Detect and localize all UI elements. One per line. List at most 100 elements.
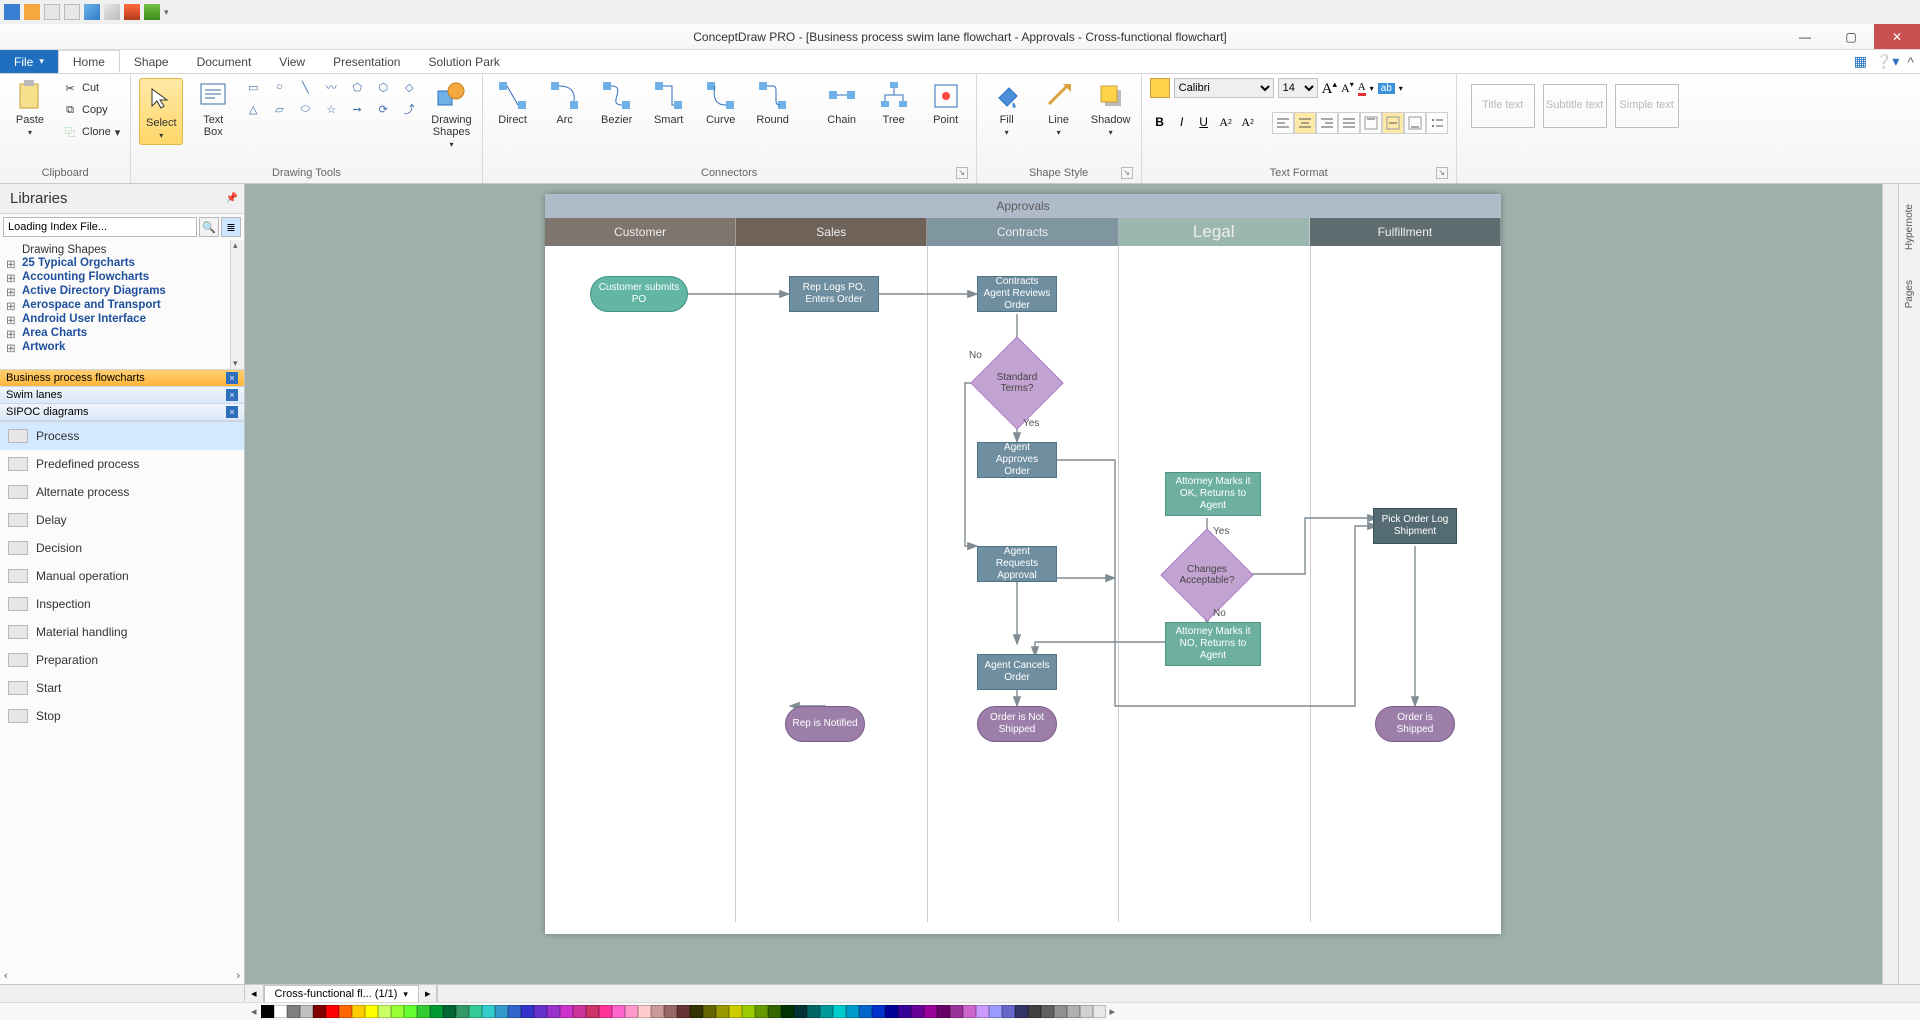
valign-mid-icon[interactable] bbox=[1382, 112, 1404, 134]
subtitle-text-placeholder[interactable]: Subtitle text bbox=[1543, 84, 1607, 128]
shape-list-item[interactable]: Decision bbox=[0, 534, 244, 562]
select-button[interactable]: Select▾ bbox=[139, 78, 183, 145]
library-tree[interactable]: Drawing Shapes 25 Typical OrgchartsAccou… bbox=[0, 240, 244, 370]
clone-button[interactable]: ⿻Clone ▾ bbox=[60, 122, 122, 142]
color-swatch[interactable] bbox=[1093, 1005, 1106, 1018]
tab-next-icon[interactable]: ▸ bbox=[425, 987, 431, 1000]
node-customer-submits[interactable]: Customer submits PO bbox=[590, 276, 688, 312]
shape-list-item[interactable]: Predefined process bbox=[0, 450, 244, 478]
chain-button[interactable]: Chain bbox=[820, 78, 864, 128]
qat-icon[interactable] bbox=[84, 4, 100, 20]
stencil-tab[interactable]: Swim lanes× bbox=[0, 387, 244, 404]
color-swatch[interactable] bbox=[482, 1005, 495, 1018]
color-swatch[interactable] bbox=[781, 1005, 794, 1018]
color-swatch[interactable] bbox=[274, 1005, 287, 1018]
search-button[interactable]: 🔍 bbox=[199, 217, 219, 237]
hscrollbar[interactable] bbox=[437, 985, 1920, 1002]
shape-list-item[interactable]: Stop bbox=[0, 702, 244, 730]
color-swatch[interactable] bbox=[638, 1005, 651, 1018]
tab-presentation[interactable]: Presentation bbox=[319, 50, 414, 73]
italic-icon[interactable]: I bbox=[1172, 112, 1192, 132]
color-swatch[interactable] bbox=[404, 1005, 417, 1018]
node-attorney-no[interactable]: Attorney Marks it NO, Returns to Agent bbox=[1165, 622, 1261, 666]
color-swatch[interactable] bbox=[534, 1005, 547, 1018]
node-changes-acceptable[interactable]: Changes Acceptable? bbox=[1174, 542, 1240, 608]
tab-prev-icon[interactable]: ◂ bbox=[251, 987, 257, 1000]
color-swatch[interactable] bbox=[1067, 1005, 1080, 1018]
shape-list-item[interactable]: Alternate process bbox=[0, 478, 244, 506]
dialog-launcher-icon[interactable]: ↘ bbox=[1121, 167, 1133, 179]
close-icon[interactable]: × bbox=[226, 406, 238, 418]
font-family-select[interactable]: Calibri bbox=[1174, 78, 1274, 98]
canvas[interactable]: Approvals CustomerSalesContractsLegalFul… bbox=[245, 184, 1898, 984]
color-swatch[interactable] bbox=[469, 1005, 482, 1018]
node-pick-order[interactable]: Pick Order Log Shipment bbox=[1373, 508, 1457, 544]
qat-icon[interactable] bbox=[124, 4, 140, 20]
color-swatch[interactable] bbox=[456, 1005, 469, 1018]
bullets-icon[interactable] bbox=[1426, 112, 1448, 134]
color-swatch[interactable] bbox=[963, 1005, 976, 1018]
stencil-tab[interactable]: SIPOC diagrams× bbox=[0, 404, 244, 421]
cut-button[interactable]: ✂Cut bbox=[60, 78, 122, 98]
palette-prev-icon[interactable]: ◂ bbox=[247, 1005, 261, 1018]
bold-icon[interactable]: B bbox=[1150, 112, 1170, 132]
tree-item[interactable]: Aerospace and Transport bbox=[4, 298, 240, 312]
lane-header[interactable]: Customer bbox=[545, 218, 736, 246]
color-swatch[interactable] bbox=[326, 1005, 339, 1018]
lane-header[interactable]: Sales bbox=[736, 218, 927, 246]
tree-button[interactable]: Tree bbox=[872, 78, 916, 128]
document-tab[interactable]: Cross-functional fl... (1/1) ▾ bbox=[264, 985, 419, 1002]
connector-curve[interactable]: Curve bbox=[699, 78, 743, 128]
font-size-select[interactable]: 14 bbox=[1278, 78, 1318, 98]
subscript-icon[interactable]: A2 bbox=[1238, 112, 1258, 132]
qat-icon[interactable] bbox=[104, 4, 120, 20]
tab-home[interactable]: Home bbox=[58, 50, 120, 73]
color-swatch[interactable] bbox=[807, 1005, 820, 1018]
color-swatch[interactable] bbox=[651, 1005, 664, 1018]
font-color-icon[interactable]: A bbox=[1358, 81, 1366, 96]
color-swatch[interactable] bbox=[599, 1005, 612, 1018]
copy-button[interactable]: ⧉Copy bbox=[60, 100, 122, 120]
tree-item[interactable]: Android User Interface bbox=[4, 312, 240, 326]
highlight-icon[interactable]: ab bbox=[1378, 83, 1395, 94]
qat-icon[interactable] bbox=[144, 4, 160, 20]
color-swatch[interactable] bbox=[924, 1005, 937, 1018]
color-swatch[interactable] bbox=[378, 1005, 391, 1018]
shape-list-item[interactable]: Delay bbox=[0, 506, 244, 534]
flowchart-page[interactable]: Approvals CustomerSalesContractsLegalFul… bbox=[545, 194, 1501, 934]
node-standard-terms[interactable]: Standard Terms? bbox=[984, 350, 1050, 416]
palette-next-icon[interactable]: ▸ bbox=[1106, 1005, 1120, 1018]
color-swatch[interactable] bbox=[794, 1005, 807, 1018]
connector-smart[interactable]: Smart bbox=[647, 78, 691, 128]
maximize-button[interactable]: ▢ bbox=[1828, 24, 1874, 49]
shape-list-item[interactable]: Preparation bbox=[0, 646, 244, 674]
color-swatch[interactable] bbox=[976, 1005, 989, 1018]
color-swatch[interactable] bbox=[677, 1005, 690, 1018]
close-icon[interactable]: × bbox=[226, 389, 238, 401]
qat-icon[interactable] bbox=[64, 4, 80, 20]
lane-header[interactable]: Contracts bbox=[927, 218, 1118, 246]
color-swatch[interactable] bbox=[313, 1005, 326, 1018]
color-swatch[interactable] bbox=[625, 1005, 638, 1018]
color-swatch[interactable] bbox=[612, 1005, 625, 1018]
tree-item[interactable]: Area Charts bbox=[4, 326, 240, 340]
valign-top-icon[interactable] bbox=[1360, 112, 1382, 134]
color-swatch[interactable] bbox=[820, 1005, 833, 1018]
pages-tab[interactable]: Pages bbox=[1904, 280, 1915, 308]
node-order-shipped[interactable]: Order is Shipped bbox=[1375, 706, 1455, 742]
vscrollbar[interactable] bbox=[1882, 184, 1898, 984]
align-left-icon[interactable] bbox=[1272, 112, 1294, 134]
stencil-tab[interactable]: Business process flowcharts× bbox=[0, 370, 244, 387]
connector-round[interactable]: Round bbox=[751, 78, 795, 128]
node-attorney-ok[interactable]: Attorney Marks it OK, Returns to Agent bbox=[1165, 472, 1261, 516]
lane-header[interactable]: Fulfillment bbox=[1310, 218, 1501, 246]
color-swatch[interactable] bbox=[989, 1005, 1002, 1018]
next-page-icon[interactable]: › bbox=[236, 970, 240, 982]
color-swatch[interactable] bbox=[443, 1005, 456, 1018]
color-swatch[interactable] bbox=[1002, 1005, 1015, 1018]
color-swatch[interactable] bbox=[859, 1005, 872, 1018]
drawing-shapes-button[interactable]: Drawing Shapes▾ bbox=[429, 78, 473, 151]
title-text-placeholder[interactable]: Title text bbox=[1471, 84, 1535, 128]
color-swatch[interactable] bbox=[729, 1005, 742, 1018]
dialog-launcher-icon[interactable]: ↘ bbox=[956, 167, 968, 179]
